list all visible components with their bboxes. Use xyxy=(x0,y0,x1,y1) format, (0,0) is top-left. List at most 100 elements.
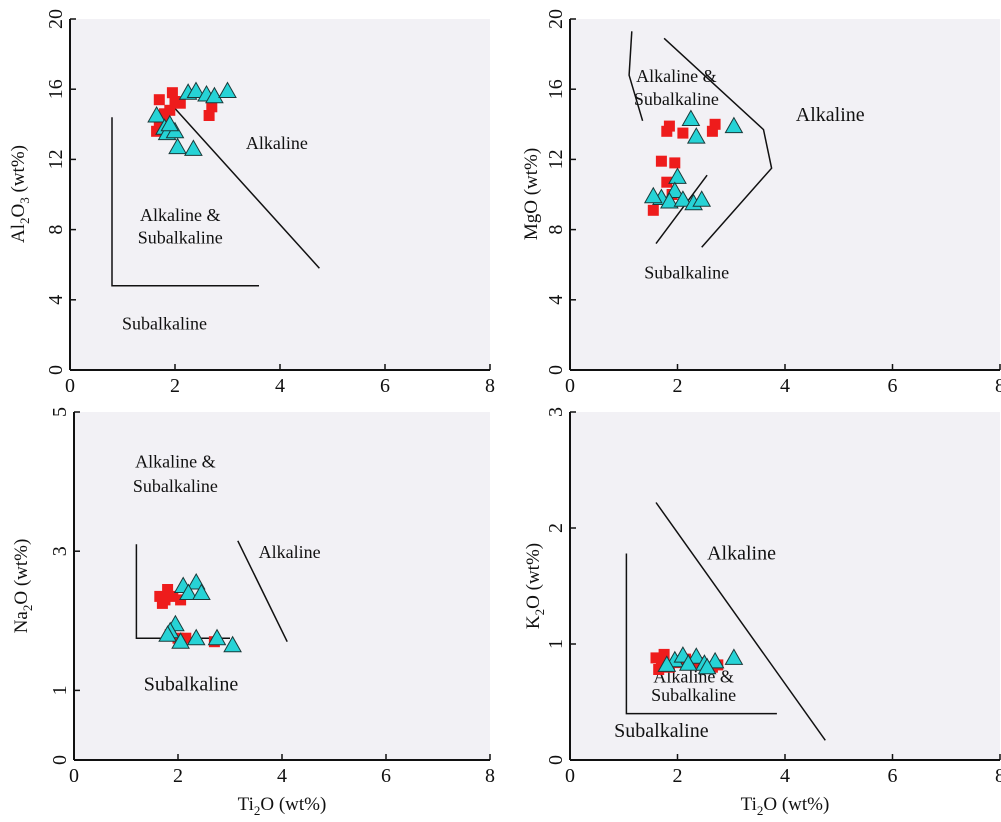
region-label: Subalkaline xyxy=(122,314,207,334)
sample-point-triangle xyxy=(643,186,663,204)
y-axis-title: Na2O (wt%) xyxy=(11,539,35,634)
sample-point-square xyxy=(151,125,163,137)
sample-point-triangle xyxy=(686,647,706,664)
sample-point-triangle xyxy=(692,190,712,207)
y-tick-label: 1 xyxy=(49,685,71,695)
sample-point-square xyxy=(677,127,689,139)
sample-point-triangle xyxy=(179,583,198,600)
sample-point-triangle xyxy=(678,654,698,671)
x-tick-label: 2 xyxy=(170,375,180,397)
plot-area xyxy=(570,19,1000,370)
region-label: Alkaline & xyxy=(140,205,220,225)
data-points xyxy=(147,81,237,156)
y-axis-title-base: Na xyxy=(11,611,32,634)
sample-point-square xyxy=(203,110,215,121)
y-tick-label: 4 xyxy=(545,295,567,305)
y-tick-label: 0 xyxy=(545,365,567,375)
sample-point-square xyxy=(669,157,681,169)
y-tick-label: 0 xyxy=(545,755,567,765)
x-tick-label: 6 xyxy=(380,375,390,397)
sample-point-triangle xyxy=(171,632,190,649)
y-axis-title-rest: O (wt%) xyxy=(11,539,32,605)
y-axis-title: K2O (wt%) xyxy=(523,543,547,629)
x-axis-title: Ti2O (wt%) xyxy=(238,794,327,818)
plot-area xyxy=(70,19,490,370)
x-axis-title-rest: O (wt%) xyxy=(260,794,326,815)
data-points xyxy=(154,572,242,653)
sample-point-triangle xyxy=(657,655,677,672)
y-tick-label: 8 xyxy=(545,225,567,235)
x-axis-title-rest: O (wt%) xyxy=(763,794,829,815)
region-label: Alkaline xyxy=(246,133,308,153)
region-label: Subalkaline xyxy=(644,263,729,283)
region-label: Subalkaline xyxy=(634,89,719,109)
y-tick-label: 16 xyxy=(45,79,67,99)
sample-point-triangle xyxy=(205,86,224,104)
sample-point-square xyxy=(655,155,667,167)
x-tick-label: 4 xyxy=(275,375,285,397)
y-tick-label: 20 xyxy=(545,9,567,29)
x-tick-label: 8 xyxy=(485,765,495,787)
sample-point-triangle xyxy=(724,648,744,665)
sample-point-triangle xyxy=(160,114,180,132)
x-axis-title-base: Ti xyxy=(238,794,254,815)
axes: 0 2 4 6 8 0 4 8 12 16 20 xyxy=(545,9,1001,397)
sample-point-square xyxy=(706,125,718,137)
panel-mgo: Alkaline & Subalkaline Alkaline Subalkaline… xyxy=(521,9,1001,397)
x-tick-label: 2 xyxy=(173,765,183,787)
x-tick-label: 4 xyxy=(277,765,287,787)
x-tick-label: 4 xyxy=(780,375,790,397)
sample-point-triangle xyxy=(673,190,693,207)
region-label: Subalkaline xyxy=(138,228,223,248)
sample-point-square xyxy=(647,204,659,216)
x-tick-label: 0 xyxy=(65,375,75,397)
sample-point-square xyxy=(167,590,179,602)
y-axis-title-sub: 2 xyxy=(20,605,35,612)
sample-point-square xyxy=(174,97,186,109)
sample-point-triangle xyxy=(218,81,237,98)
y-tick-label: 20 xyxy=(45,9,67,29)
axes: 0 2 4 6 8 0 1 2 3 xyxy=(545,407,1001,787)
plot-area xyxy=(74,412,490,760)
region-labels: Alkaline & Subalkaline Alkaline Subalkaline xyxy=(634,66,865,283)
x-tick-label: 6 xyxy=(381,765,391,787)
y-tick-label: 5 xyxy=(49,407,71,417)
y-tick-label: 1 xyxy=(545,639,567,649)
field-boundary-line xyxy=(655,502,826,741)
sample-point-square xyxy=(663,120,675,132)
x-axis-title: Ti2O (wt%) xyxy=(741,794,830,818)
y-tick-label: 0 xyxy=(49,755,71,765)
sample-point-square xyxy=(650,652,662,664)
sample-point-square xyxy=(166,87,178,99)
panel-na2o: Alkaline & Subalkaline Alkaline Subalkaline… xyxy=(11,407,495,818)
sample-point-square xyxy=(156,597,168,609)
sample-point-triangle xyxy=(184,139,203,156)
data-points xyxy=(643,109,744,216)
field-boundary-line xyxy=(237,540,288,643)
sample-point-triangle xyxy=(686,127,706,144)
y-tick-label: 4 xyxy=(45,295,67,305)
sample-point-square xyxy=(180,632,192,644)
y-tick-label: 16 xyxy=(545,79,567,99)
x-tick-label: 6 xyxy=(888,765,898,787)
region-label: Subalkaline xyxy=(651,685,736,705)
x-tick-label: 2 xyxy=(673,765,683,787)
plot-area xyxy=(570,412,1000,760)
boundary-lines xyxy=(111,107,320,287)
y-axis-title-rest: (wt%) xyxy=(8,145,29,197)
field-boundary-line xyxy=(655,174,708,245)
sample-point-triangle xyxy=(668,167,687,184)
y-tick-label: 12 xyxy=(45,149,67,169)
y-axis-title-mid: O xyxy=(8,204,29,218)
sample-point-triangle xyxy=(697,657,717,675)
axes: 0 2 4 6 8 0 4 8 12 16 20 xyxy=(45,9,495,397)
x-tick-label: 2 xyxy=(673,375,683,397)
y-tick-label: 8 xyxy=(45,225,67,235)
sample-point-triangle xyxy=(724,116,744,134)
sample-point-square xyxy=(709,118,721,130)
x-tick-label: 0 xyxy=(565,765,575,787)
region-label: Subalkaline xyxy=(144,673,239,695)
sample-point-triangle xyxy=(665,181,685,198)
